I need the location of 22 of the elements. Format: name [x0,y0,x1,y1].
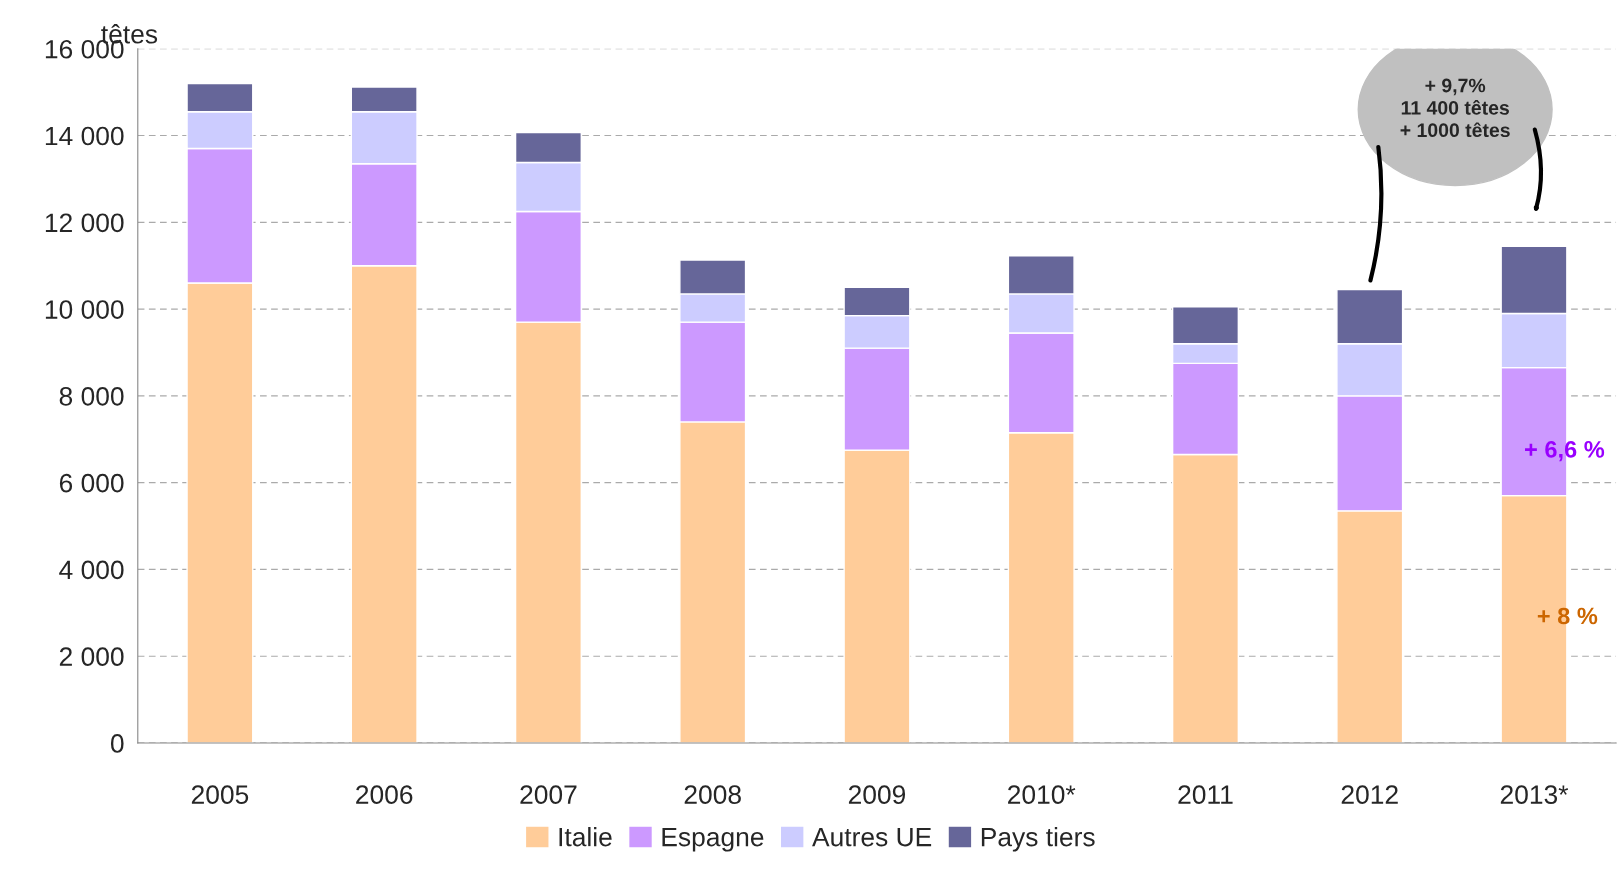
y-tick-label: 0 [110,734,124,753]
y-tick-label: 14 000 [45,126,124,146]
x-tick-label: 2012 [1341,785,1398,805]
y-tick-label: 8 000 [59,387,124,406]
legend-label: Italie [559,827,612,847]
x-tick-label: 2009 [848,785,906,805]
x-tick-label: 2010* [1008,785,1076,805]
y-tick-label: 2 000 [59,647,124,667]
x-tick-label: 2006 [356,785,413,805]
legend-label: Autres UE [812,827,932,847]
y-tick-label: 4 000 [59,560,124,580]
legend-label: Espagne [662,827,764,852]
y-tick-label: 12 000 [45,213,124,233]
x-tick-label: 2005 [191,785,249,805]
x-tick-label: 2013* [1500,785,1569,805]
x-tick-label: 2008 [684,785,741,805]
y-tick-label: 10 000 [45,300,124,319]
x-tick-label: 2011 [1178,785,1233,805]
legend-label: Pays tiers [981,827,1095,852]
y-tick-label: 6 000 [59,473,124,493]
annotation: + 9,7% 11 400 têtes + 1000 têtes [1400,78,1510,138]
x-tick-label: 2007 [520,785,577,805]
